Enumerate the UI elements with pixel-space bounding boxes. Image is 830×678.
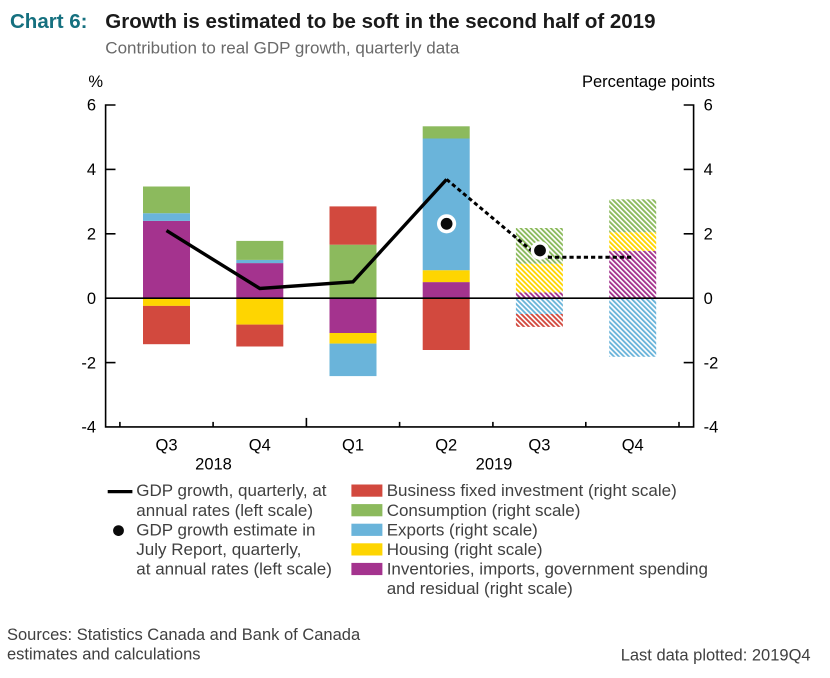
svg-text:July Report, quarterly,: July Report, quarterly, (136, 540, 301, 559)
svg-text:at annual rates (left scale): at annual rates (left scale) (136, 560, 332, 579)
svg-text:-4: -4 (81, 419, 96, 437)
svg-text:Inventories, imports, governme: Inventories, imports, government spendin… (387, 560, 708, 579)
svg-text:Housing (right scale): Housing (right scale) (387, 540, 543, 559)
svg-text:Sources: Statistics Canada and: Sources: Statistics Canada and Bank of C… (7, 626, 361, 644)
svg-text:4: 4 (704, 161, 713, 179)
svg-text:GDP growth estimate in: GDP growth estimate in (136, 520, 315, 539)
svg-text:Q1: Q1 (342, 437, 364, 455)
svg-text:Exports (right scale): Exports (right scale) (387, 520, 538, 539)
svg-text:-2: -2 (704, 354, 719, 372)
svg-text:-4: -4 (704, 419, 719, 437)
svg-text:GDP growth, quarterly, at: GDP growth, quarterly, at (136, 481, 327, 500)
svg-text:estimates and calculations: estimates and calculations (7, 646, 201, 664)
svg-text:Last data plotted: 2019Q4: Last data plotted: 2019Q4 (621, 646, 811, 664)
svg-text:Business fixed investment (rig: Business fixed investment (right scale) (387, 481, 677, 500)
svg-text:-2: -2 (81, 354, 96, 372)
svg-text:annual rates (left scale): annual rates (left scale) (136, 501, 313, 520)
svg-text:Contribution to real GDP growt: Contribution to real GDP growth, quarter… (105, 39, 460, 58)
svg-text:Q2: Q2 (435, 437, 457, 455)
svg-text:2: 2 (704, 226, 713, 244)
svg-text:2019: 2019 (476, 456, 513, 474)
svg-text:4: 4 (87, 161, 96, 179)
svg-text:Chart 6:: Chart 6: (10, 10, 87, 33)
svg-text:and residual (right scale): and residual (right scale) (387, 579, 573, 598)
svg-text:6: 6 (87, 97, 96, 115)
svg-text:0: 0 (704, 290, 713, 308)
svg-text:2: 2 (87, 226, 96, 244)
svg-text:Growth is estimated to be soft: Growth is estimated to be soft in the se… (105, 10, 655, 33)
svg-text:Consumption (right scale): Consumption (right scale) (387, 501, 581, 520)
svg-text:Q3: Q3 (528, 437, 550, 455)
svg-text:Q3: Q3 (155, 437, 177, 455)
svg-text:0: 0 (87, 290, 96, 308)
svg-text:Percentage points: Percentage points (582, 73, 715, 91)
svg-text:Q4: Q4 (249, 437, 271, 455)
svg-text:6: 6 (704, 97, 713, 115)
svg-text:2018: 2018 (195, 456, 232, 474)
svg-text:%: % (88, 73, 103, 91)
svg-text:Q4: Q4 (622, 437, 644, 455)
